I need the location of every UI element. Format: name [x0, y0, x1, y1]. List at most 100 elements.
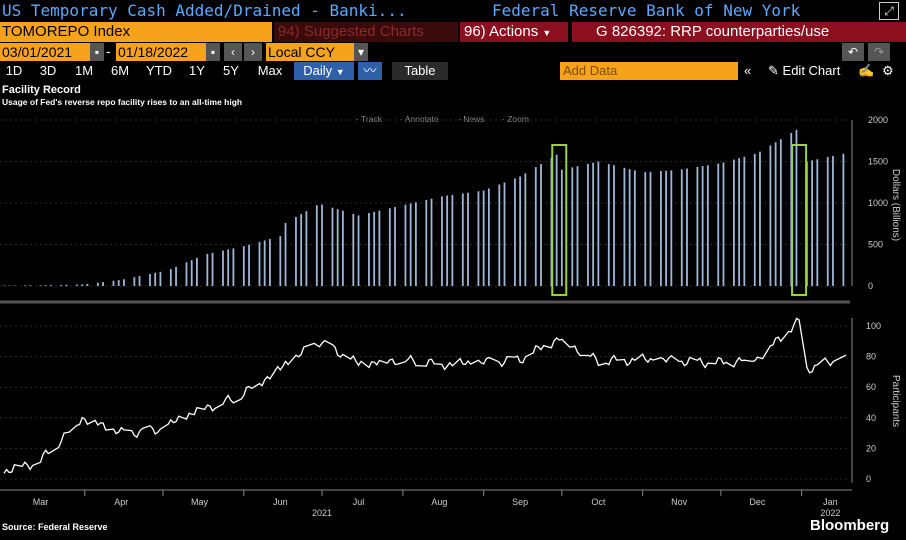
- bar: [665, 170, 668, 286]
- x-tick-label: Oct: [591, 497, 606, 507]
- bar: [39, 285, 42, 286]
- tool-zoom[interactable]: · Zoom: [502, 114, 529, 124]
- bar: [248, 244, 250, 286]
- bar: [242, 246, 245, 286]
- frequency-select[interactable]: Daily ▼: [294, 62, 354, 80]
- gear-icon[interactable]: ⚙: [882, 63, 894, 78]
- y-tick-label: 1500: [868, 157, 888, 167]
- x-tick-label: Jul: [353, 497, 365, 507]
- table-button[interactable]: Table: [392, 62, 448, 80]
- bar-series: [3, 129, 845, 286]
- bar: [743, 156, 746, 286]
- top-y-label: Dollars (Billions): [890, 169, 901, 241]
- participants-line: [3, 317, 847, 474]
- redo-icon[interactable]: ↷: [868, 43, 890, 61]
- chart-tools[interactable]: · Track · Annotate · News · Zoom: [356, 114, 529, 124]
- range-6m[interactable]: 6M: [110, 63, 130, 78]
- source-note: Source: Federal Reserve: [2, 522, 108, 532]
- bar: [540, 164, 542, 286]
- edit-chart-button[interactable]: ✎ Edit Chart: [768, 62, 840, 80]
- end-date-field[interactable]: 01/18/2022: [116, 43, 206, 61]
- bar: [623, 167, 626, 286]
- prev-icon[interactable]: ‹: [224, 43, 242, 61]
- range-1m[interactable]: 1M: [74, 63, 94, 78]
- suggested-charts-button[interactable]: 94) Suggested Charts: [274, 22, 458, 42]
- bar: [86, 284, 89, 286]
- chart-subtitle: Usage of Fed's reverse repo facility ris…: [2, 97, 242, 107]
- bar: [706, 165, 709, 286]
- bar: [341, 210, 344, 286]
- range-1d[interactable]: 1D: [5, 63, 23, 78]
- bar: [76, 284, 78, 286]
- range-ytd[interactable]: YTD: [146, 63, 172, 78]
- start-date-field[interactable]: 03/01/2021: [0, 43, 90, 61]
- calendar-icon[interactable]: ▪: [206, 43, 220, 61]
- bar: [175, 266, 177, 286]
- bar: [268, 239, 271, 286]
- bar: [425, 199, 428, 286]
- bar: [263, 240, 266, 286]
- bar: [701, 166, 704, 286]
- highlight-box: [551, 144, 568, 296]
- bar: [487, 188, 490, 286]
- y-tick-label: 2000: [868, 115, 888, 125]
- bar: [65, 284, 68, 286]
- tool-track[interactable]: · Track: [356, 114, 383, 124]
- currency-select[interactable]: Local CCY: [266, 43, 354, 61]
- bar: [284, 222, 287, 286]
- bar: [232, 248, 235, 286]
- range-3d[interactable]: 3D: [39, 63, 57, 78]
- tool-news[interactable]: · News: [458, 114, 484, 124]
- bar: [149, 273, 151, 286]
- bar: [576, 166, 579, 286]
- range-5y[interactable]: 5Y: [223, 63, 239, 78]
- y-tick-label: 500: [868, 240, 883, 250]
- y-tick-label: 0: [866, 474, 871, 484]
- add-data-input[interactable]: Add Data: [560, 62, 738, 80]
- expand-icon[interactable]: ⤢: [879, 2, 899, 20]
- collapse-icon[interactable]: «: [744, 63, 752, 78]
- range-1y[interactable]: 1Y: [189, 63, 205, 78]
- bar: [592, 162, 595, 286]
- bar: [315, 205, 318, 286]
- bar: [409, 203, 412, 286]
- line-chart-icon[interactable]: 〰: [358, 62, 382, 80]
- bar: [295, 217, 297, 286]
- actions-button[interactable]: 96) Actions ▼: [460, 22, 568, 42]
- frequency-label: Daily: [303, 63, 333, 78]
- bar: [102, 282, 104, 286]
- tool-annotate[interactable]: · Annotate: [400, 114, 439, 124]
- bar: [779, 139, 782, 286]
- annotate-icon[interactable]: ✍: [858, 63, 875, 78]
- dropdown-icon[interactable]: ▾: [354, 43, 368, 61]
- y-tick-label: 1000: [868, 198, 888, 208]
- calendar-icon[interactable]: ▪: [90, 43, 104, 61]
- bar: [555, 154, 558, 286]
- y-tick-label: 100: [866, 321, 881, 331]
- x-tick-label: Mar: [33, 497, 49, 507]
- y-tick-label: 60: [866, 382, 876, 392]
- ticker-field[interactable]: TOMOREPO Index: [0, 22, 272, 42]
- bar: [357, 215, 360, 286]
- next-icon[interactable]: ›: [244, 43, 262, 61]
- dropdown-icon: ▼: [335, 67, 345, 77]
- x-tick-label: May: [191, 497, 209, 507]
- bar: [211, 252, 214, 286]
- bar: [279, 236, 282, 286]
- bar: [524, 173, 527, 286]
- bar: [503, 182, 506, 286]
- bar: [649, 171, 652, 286]
- undo-icon[interactable]: ↶: [842, 43, 864, 61]
- bar: [190, 260, 193, 286]
- bar: [753, 153, 756, 286]
- bar: [811, 160, 814, 286]
- range-max[interactable]: Max: [257, 63, 283, 78]
- bar: [571, 167, 574, 286]
- x-tick-label: Sep: [512, 497, 528, 507]
- highlight-boxes: [551, 144, 808, 296]
- bar: [133, 277, 136, 286]
- bar: [816, 159, 819, 286]
- chart-id: G 826392: RRP counterparties/use: [572, 22, 906, 42]
- bar: [368, 213, 370, 286]
- chart-area: Facility Record Usage of Fed's reverse r…: [0, 84, 901, 518]
